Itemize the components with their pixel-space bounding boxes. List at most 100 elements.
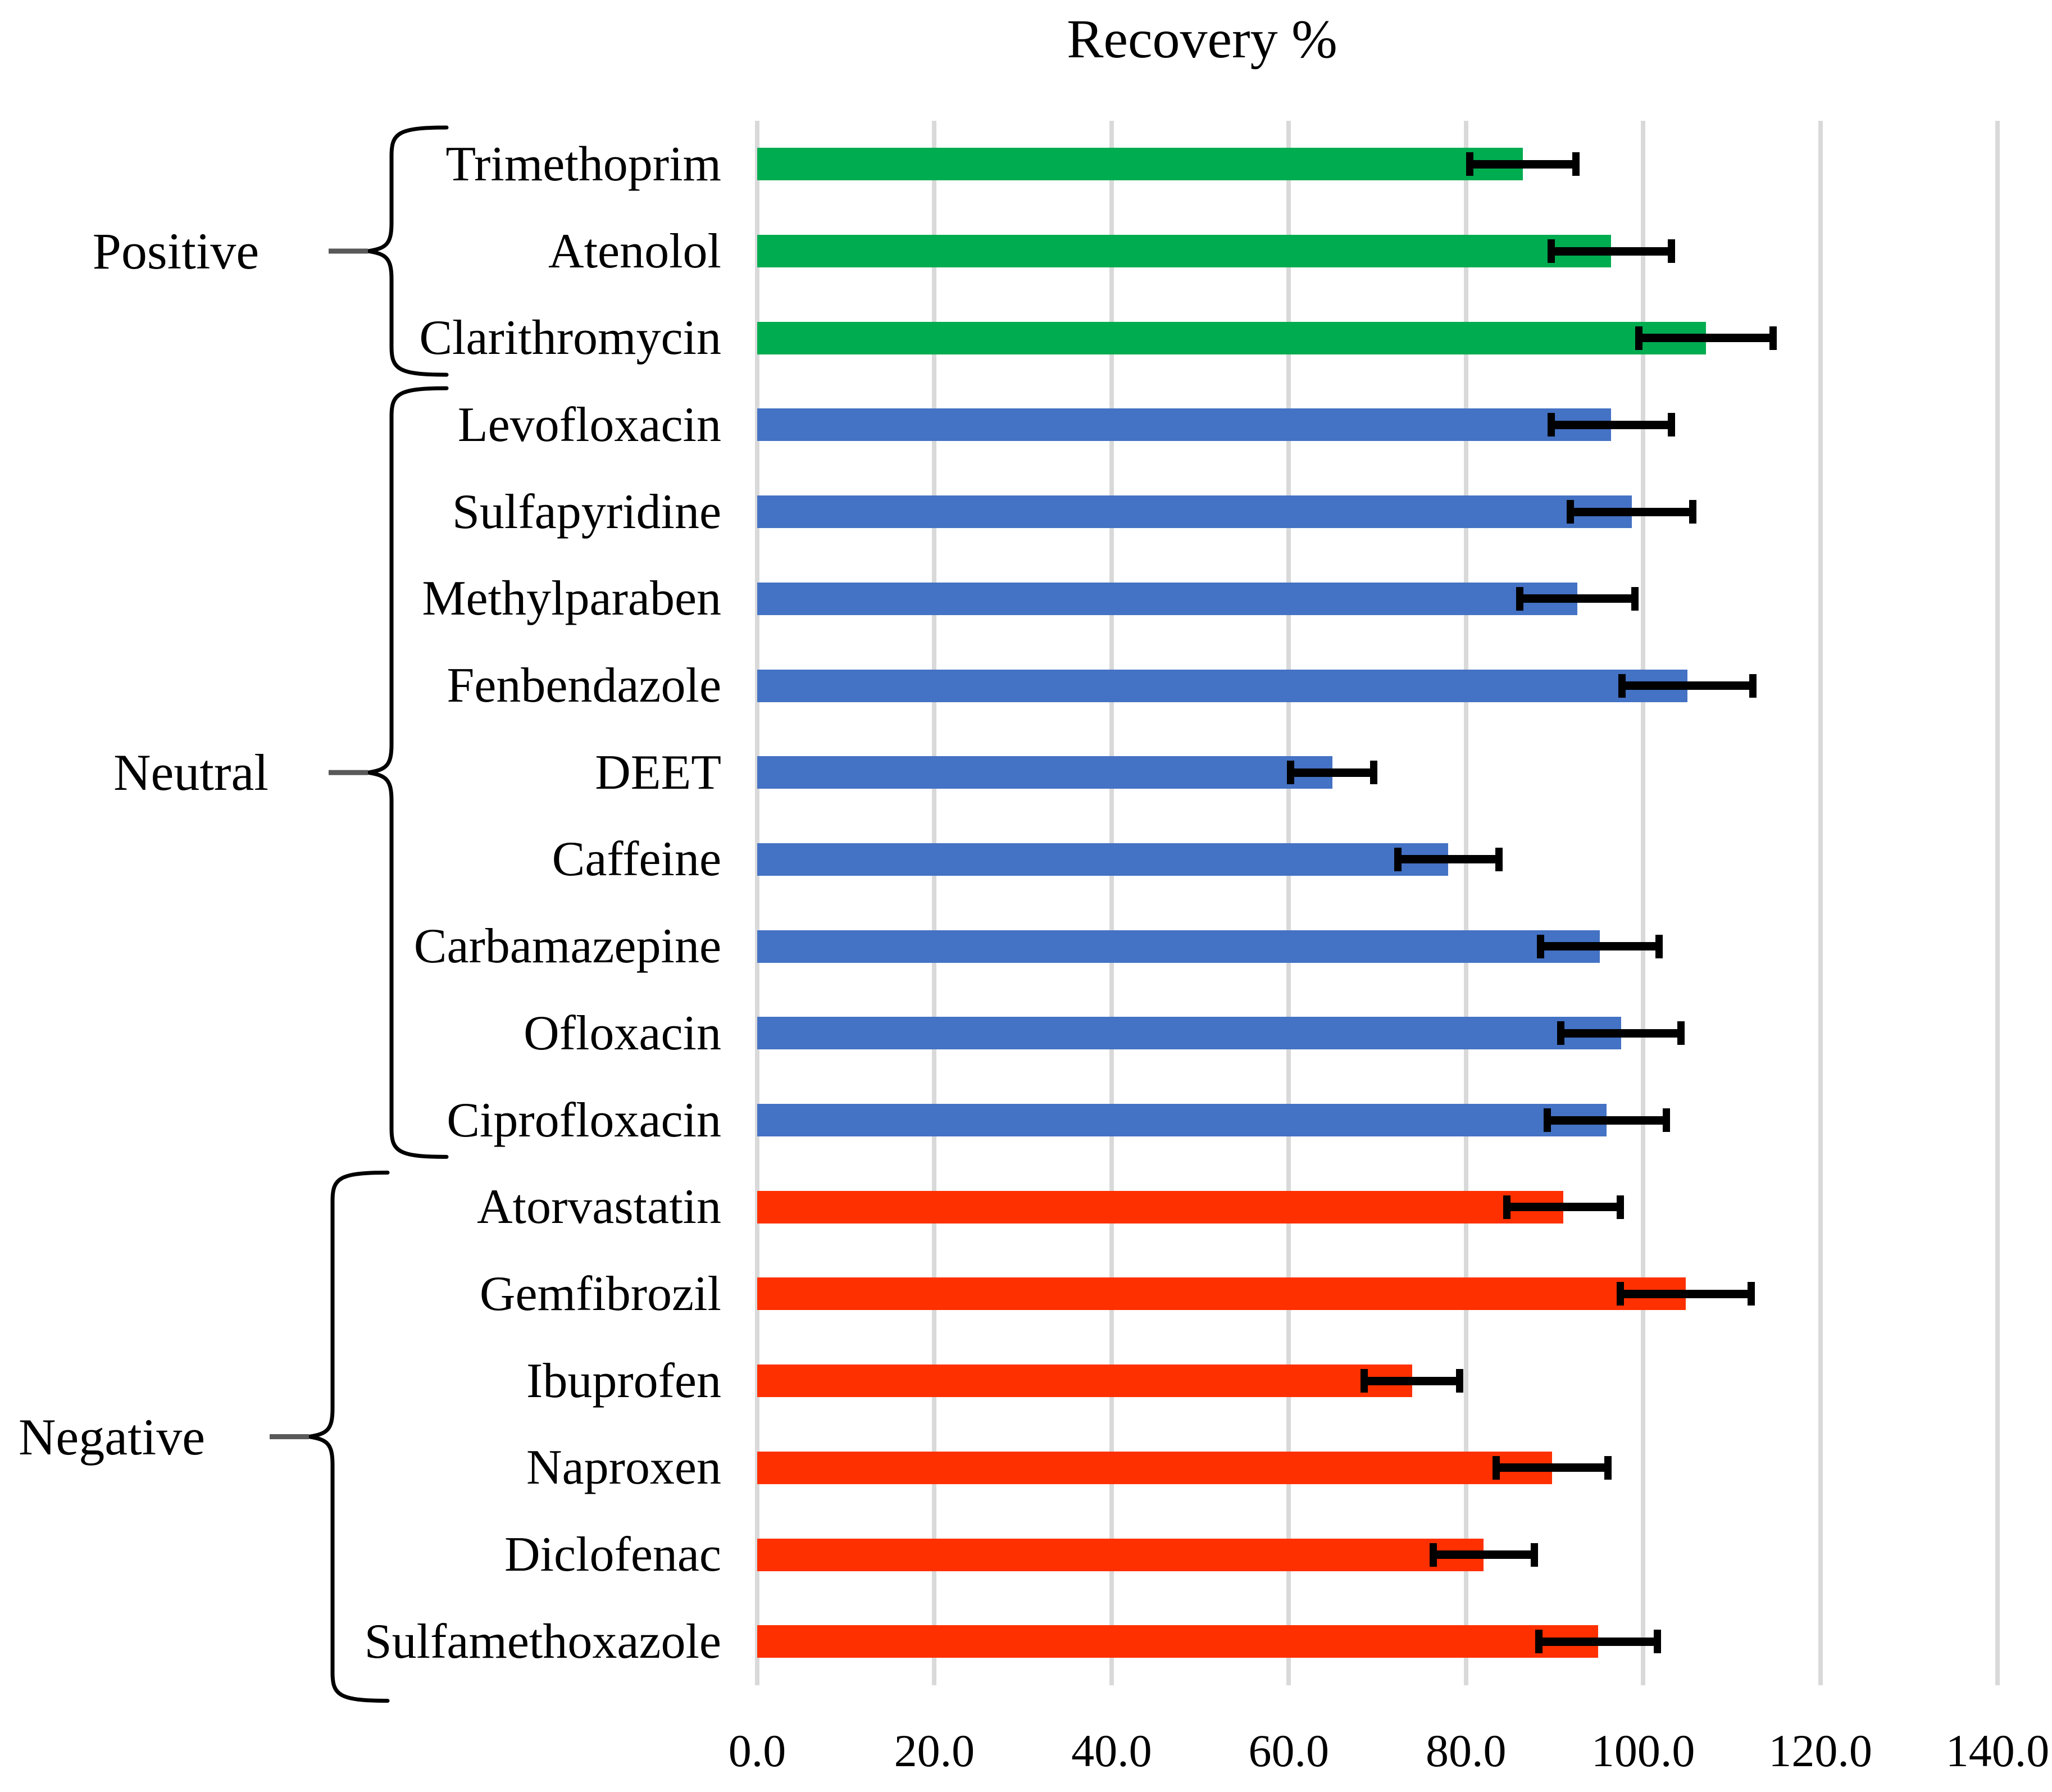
bar-caffeine [757,843,1449,876]
error-bar-naproxen [1496,1463,1608,1472]
error-bar-deet [1290,768,1374,777]
bar-methylparaben [757,582,1578,615]
error-cap-high-deet [1370,761,1378,785]
x-tick-label-20.0: 20.0 [894,1725,975,1776]
error-cap-high-diclofenac [1530,1543,1538,1567]
error-cap-high-atorvastatin [1616,1195,1624,1219]
error-bar-sulfamethoxazole [1539,1637,1658,1646]
category-label-atenolol: Atenolol [548,224,721,279]
error-bar-ofloxacin [1560,1029,1681,1038]
gridline-120.0 [1818,121,1823,1685]
error-cap-high-clarithromycin [1769,326,1777,350]
error-cap-high-gemfibrozil [1748,1282,1755,1306]
x-tick-label-80.0: 80.0 [1425,1725,1507,1776]
bar-ofloxacin [757,1017,1621,1050]
category-label-sulfamethoxazole: Sulfamethoxazole [364,1614,721,1669]
error-cap-high-ibuprofen [1456,1369,1464,1393]
error-bar-sulfapyridine [1570,507,1693,516]
error-cap-low-trimethoprim [1466,152,1473,176]
brace-neutral [367,386,449,1159]
group-label-negative: Negative [18,1408,206,1466]
category-label-fenbendazole: Fenbendazole [447,658,721,713]
x-tick-label-140.0: 140.0 [1945,1725,2050,1776]
bar-gemfibrozil [757,1277,1686,1311]
error-cap-high-naproxen [1604,1456,1612,1480]
x-tick-label-60.0: 60.0 [1248,1725,1330,1776]
error-cap-low-carbamazepine [1536,934,1544,958]
x-tick-label-0.0: 0.0 [728,1725,786,1776]
error-cap-low-naproxen [1492,1456,1500,1480]
bar-naproxen [757,1451,1552,1484]
error-cap-high-sulfapyridine [1689,500,1696,524]
bar-fenbendazole [757,669,1687,702]
category-label-levofloxacin: Levofloxacin [457,397,721,452]
bar-sulfamethoxazole [757,1625,1598,1658]
error-bar-gemfibrozil [1620,1289,1751,1298]
error-bar-atenolol [1551,247,1672,256]
error-cap-high-sulfamethoxazole [1653,1630,1661,1654]
gridline-0.0 [755,121,759,1685]
error-cap-high-levofloxacin [1668,413,1676,437]
bar-clarithromycin [757,321,1707,354]
gridline-80.0 [1463,121,1468,1685]
error-cap-high-atenolol [1668,239,1676,263]
error-cap-low-atorvastatin [1503,1195,1510,1219]
error-bar-carbamazepine [1540,942,1659,951]
category-label-gemfibrozil: Gemfibrozil [479,1266,721,1321]
error-cap-low-fenbendazole [1618,674,1626,698]
error-cap-low-methylparaben [1516,586,1524,611]
category-label-carbamazepine: Carbamazepine [413,919,721,974]
error-bar-caffeine [1398,855,1499,864]
category-label-sulfapyridine: Sulfapyridine [452,484,721,539]
error-cap-low-ofloxacin [1557,1021,1564,1045]
error-bar-trimethoprim [1469,160,1576,169]
x-tick-label-100.0: 100.0 [1591,1725,1695,1776]
bar-ciprofloxacin [757,1104,1607,1137]
category-label-diclofenac: Diclofenac [504,1527,721,1582]
error-cap-high-ofloxacin [1677,1021,1685,1045]
category-label-ofloxacin: Ofloxacin [524,1006,721,1061]
gridline-60.0 [1286,121,1291,1685]
error-cap-low-atenolol [1547,239,1555,263]
error-cap-low-caffeine [1394,847,1402,871]
category-label-naproxen: Naproxen [526,1440,721,1495]
category-label-atorvastatin: Atorvastatin [476,1180,721,1235]
category-label-ibuprofen: Ibuprofen [526,1353,721,1408]
group-label-neutral: Neutral [113,744,269,802]
error-bar-methylparaben [1519,594,1635,603]
gridline-20.0 [932,121,937,1685]
error-cap-low-deet [1286,761,1294,785]
error-cap-high-caffeine [1495,847,1503,871]
bar-atenolol [757,235,1612,268]
x-tick-label-120.0: 120.0 [1768,1725,1872,1776]
category-label-trimethoprim: Trimethoprim [445,137,721,192]
error-bar-levofloxacin [1551,420,1672,429]
bar-levofloxacin [757,408,1612,442]
category-label-methylparaben: Methylparaben [422,571,721,626]
error-cap-low-levofloxacin [1547,413,1555,437]
error-bar-clarithromycin [1639,334,1773,343]
gridline-140.0 [1995,121,2000,1685]
error-cap-high-carbamazepine [1655,934,1663,958]
bar-trimethoprim [757,148,1523,181]
category-label-caffeine: Caffeine [552,832,721,887]
error-bar-diclofenac [1433,1550,1535,1559]
error-bar-ciprofloxacin [1547,1116,1667,1125]
error-cap-low-sulfapyridine [1567,500,1575,524]
x-tick-label-40.0: 40.0 [1071,1725,1152,1776]
bar-carbamazepine [757,930,1600,963]
gridline-100.0 [1641,121,1646,1685]
error-cap-high-trimethoprim [1572,152,1580,176]
error-bar-fenbendazole [1622,681,1753,690]
group-label-positive: Positive [92,222,260,280]
error-cap-low-clarithromycin [1635,326,1642,350]
category-label-clarithromycin: Clarithromycin [419,311,721,366]
gridline-40.0 [1109,121,1114,1685]
error-cap-low-diclofenac [1429,1543,1437,1567]
bar-atorvastatin [757,1190,1564,1224]
error-cap-low-sulfamethoxazole [1535,1630,1543,1654]
error-cap-high-ciprofloxacin [1662,1108,1670,1132]
error-cap-low-gemfibrozil [1616,1282,1624,1306]
error-bar-ibuprofen [1364,1376,1460,1385]
